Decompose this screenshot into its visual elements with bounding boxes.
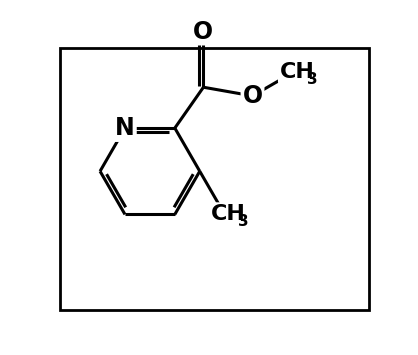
Text: CH: CH [211, 204, 245, 224]
Text: O: O [194, 20, 214, 44]
Text: O: O [242, 84, 263, 108]
Bar [60, 48, 369, 311]
Text: 3: 3 [238, 214, 248, 229]
Text: 3: 3 [307, 72, 318, 87]
Text: N: N [115, 116, 135, 140]
Text: CH: CH [280, 62, 315, 82]
